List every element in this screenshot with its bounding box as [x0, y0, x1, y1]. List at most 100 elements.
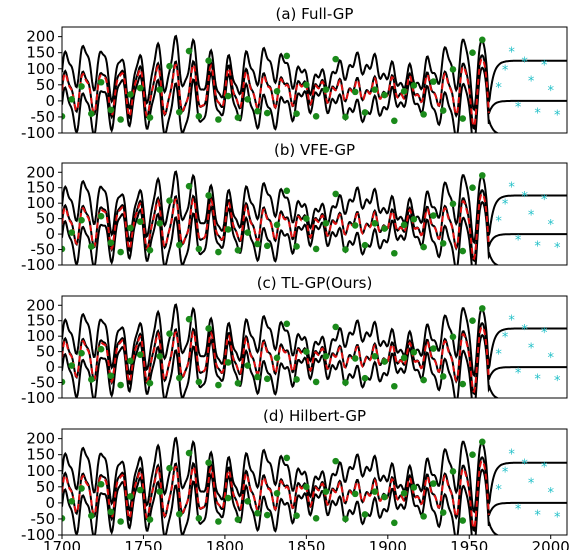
train-point — [62, 245, 66, 253]
train-point — [469, 451, 476, 458]
test-point: * — [554, 374, 561, 389]
test-point: * — [495, 348, 502, 363]
plot-area: ********** — [62, 303, 567, 398]
train-point — [439, 240, 447, 247]
test-point: * — [534, 509, 541, 524]
panel-frame — [61, 295, 568, 399]
train-point — [400, 489, 408, 497]
train-point — [273, 221, 281, 229]
train-point — [391, 249, 398, 257]
train-point — [146, 246, 154, 254]
train-point — [62, 514, 66, 522]
train-point — [371, 86, 379, 93]
train-point — [78, 349, 85, 357]
train-point — [332, 55, 339, 63]
train-point — [478, 36, 486, 44]
train-point — [97, 345, 105, 353]
y-tick-label: -100 — [21, 526, 55, 544]
lower-bound-line — [62, 468, 501, 535]
test-point: * — [495, 483, 502, 498]
test-point: * — [541, 461, 548, 476]
train-point — [107, 239, 115, 247]
train-point — [185, 182, 193, 190]
test-point: * — [508, 314, 515, 329]
train-point — [127, 91, 134, 98]
train-point — [303, 81, 310, 89]
test-point: * — [528, 342, 535, 357]
train-point — [263, 375, 271, 383]
test-point: * — [534, 239, 541, 254]
y-tick-label: 50 — [36, 478, 55, 496]
train-point — [273, 87, 281, 95]
y-tick-label: 150 — [26, 179, 55, 197]
panel-frame — [61, 428, 568, 536]
test-point: * — [528, 75, 535, 90]
test-point: * — [554, 108, 561, 123]
train-point — [469, 317, 476, 325]
train-point — [371, 488, 379, 495]
train-point — [459, 247, 467, 255]
y-tick-label: -100 — [21, 256, 55, 274]
y-tick-label: -100 — [21, 389, 55, 407]
train-point — [117, 248, 124, 256]
train-point — [332, 190, 339, 198]
test-point: * — [502, 63, 509, 78]
train-point — [439, 373, 447, 380]
train-point — [146, 516, 154, 523]
train-point — [410, 82, 418, 89]
test-point: * — [547, 84, 554, 99]
train-point — [88, 243, 95, 250]
train-point — [127, 224, 134, 232]
train-point — [166, 197, 173, 205]
train-point — [303, 215, 310, 222]
train-point — [195, 112, 203, 120]
train-point — [449, 468, 457, 475]
train-point — [254, 107, 261, 115]
y-tick-label: -50 — [31, 241, 56, 259]
train-point — [322, 488, 330, 495]
y-tick-label: 0 — [45, 92, 55, 110]
test-point: * — [528, 477, 535, 492]
train-point — [430, 345, 437, 352]
train-point — [400, 354, 408, 362]
train-point — [332, 323, 339, 331]
train-point — [410, 348, 418, 356]
train-point — [449, 333, 457, 341]
train-point — [400, 221, 408, 229]
train-point — [283, 52, 291, 60]
train-point — [68, 497, 76, 505]
train-point — [283, 320, 291, 328]
train-point — [234, 379, 242, 387]
train-point — [205, 459, 212, 467]
train-point — [303, 348, 310, 355]
train-point — [215, 381, 222, 389]
x-tick-label: 1900 — [369, 538, 407, 550]
train-point — [195, 514, 203, 522]
train-point — [166, 464, 173, 472]
train-point — [88, 110, 95, 118]
train-point — [254, 509, 261, 517]
train-point — [312, 112, 320, 120]
y-tick-label: 200 — [26, 430, 55, 448]
test-point: * — [541, 193, 548, 208]
train-point — [185, 449, 193, 457]
train-point — [391, 519, 398, 527]
train-point — [234, 114, 242, 121]
test-point: * — [515, 366, 522, 381]
train-point — [107, 508, 115, 516]
y-tick-label: 100 — [26, 462, 55, 480]
train-point — [273, 489, 281, 497]
train-point — [478, 438, 486, 446]
panel-title: (a) Full-GP — [276, 5, 354, 23]
y-tick-label: 50 — [36, 76, 55, 94]
y-tick-label: 100 — [26, 194, 55, 212]
train-point — [391, 117, 398, 125]
train-point — [322, 86, 330, 93]
train-point — [293, 243, 300, 250]
train-point — [381, 225, 388, 232]
test-point: * — [508, 46, 515, 61]
train-point — [175, 241, 183, 249]
